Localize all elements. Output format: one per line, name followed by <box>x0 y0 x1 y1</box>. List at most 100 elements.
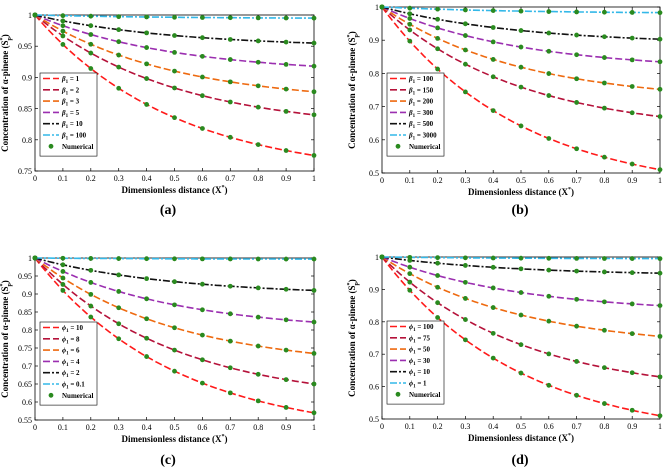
x-tick-label: 0.6 <box>197 174 207 183</box>
panel-label: (c) <box>160 453 176 468</box>
numerical-point <box>407 16 413 21</box>
y-axis-label: Concentration of α-pinene (S*p) <box>347 31 360 149</box>
numerical-point <box>629 57 635 63</box>
numerical-point <box>602 55 607 60</box>
numerical-point <box>379 4 385 10</box>
numerical-point <box>657 167 663 173</box>
numerical-point <box>116 305 122 311</box>
x-tick-label: 0.2 <box>86 423 96 432</box>
y-tick-label: 0.9 <box>22 73 32 82</box>
y-tick-label: 0.5 <box>369 415 379 424</box>
numerical-point <box>518 255 524 261</box>
y-tick-label: 0.8 <box>369 69 379 78</box>
numerical-point <box>602 256 607 261</box>
numerical-point <box>518 342 524 348</box>
numerical-point <box>407 279 413 285</box>
numerical-point <box>283 377 289 383</box>
legend-entry-6: ϕ1 = 6 <box>62 347 80 357</box>
numerical-point <box>144 296 150 302</box>
numerical-point <box>407 38 413 44</box>
numerical-point <box>546 318 552 324</box>
panel-label: (a) <box>160 203 177 218</box>
y-axis-label: Concentration of α-pinene (S*p) <box>347 279 360 397</box>
numerical-point <box>88 66 94 71</box>
numerical-point <box>435 260 440 266</box>
numerical-point <box>200 53 205 59</box>
series-line-4 <box>34 257 315 323</box>
numerical-point <box>490 25 496 30</box>
x-tick-label: 0.6 <box>544 176 554 185</box>
x-tick-label: 0.9 <box>627 422 637 431</box>
numerical-point <box>227 79 233 85</box>
numerical-point <box>407 254 413 260</box>
numerical-point <box>283 317 289 323</box>
y-tick-label: 1 <box>375 253 379 262</box>
numerical-point <box>407 287 413 293</box>
y-axis-label: Concentration of α-pinene (S*p) <box>0 280 13 398</box>
numerical-point <box>144 335 150 341</box>
numerical-point <box>116 39 122 45</box>
y-tick-label: 0.6 <box>22 398 32 407</box>
series-line-30 <box>381 256 661 307</box>
numerical-point <box>144 61 150 67</box>
numerical-point <box>255 38 261 44</box>
y-tick-label: 0.55 <box>18 416 32 425</box>
numerical-point <box>546 267 552 273</box>
numerical-point <box>574 146 579 152</box>
x-tick-label: 0 <box>380 176 384 185</box>
numerical-point <box>518 84 524 90</box>
numerical-point <box>200 256 205 262</box>
numerical-point <box>629 35 635 41</box>
numerical-point <box>116 64 122 70</box>
numerical-point <box>546 93 552 98</box>
numerical-point <box>657 256 663 262</box>
legend-entry-4: ϕ1 = 4 <box>62 358 80 368</box>
numerical-point <box>629 301 635 307</box>
numerical-point <box>255 15 261 21</box>
numerical-point <box>88 41 94 47</box>
numerical-point <box>629 407 635 413</box>
numerical-point <box>172 115 177 121</box>
numerical-point <box>602 154 607 160</box>
numerical-point <box>116 289 122 294</box>
legend-entry-100: β1 = 100 <box>61 132 87 142</box>
numerical-point <box>657 86 663 92</box>
numerical-point <box>629 331 635 337</box>
legend-numerical-marker <box>48 143 54 149</box>
x-tick-label: 0 <box>380 422 384 431</box>
numerical-point <box>657 303 663 308</box>
numerical-point <box>144 316 150 322</box>
numerical-point <box>463 61 468 67</box>
numerical-point <box>518 266 524 272</box>
x-tick-label: 0.1 <box>405 422 415 431</box>
numerical-point <box>435 255 440 261</box>
numerical-point <box>657 59 663 65</box>
legend-entry-1: ϕ1 = 1 <box>409 380 427 390</box>
numerical-point <box>518 28 524 33</box>
numerical-point <box>407 264 413 270</box>
numerical-point <box>88 256 94 261</box>
numerical-point <box>546 136 552 141</box>
x-tick-label: 0.5 <box>516 422 526 431</box>
numerical-point <box>490 39 496 45</box>
numerical-point <box>144 354 150 359</box>
numerical-point <box>200 380 205 386</box>
x-tick-label: 0.7 <box>572 176 582 185</box>
numerical-point <box>463 337 468 343</box>
y-tick-label: 0.5 <box>369 169 379 178</box>
chart-panel-c: 0 0.1 0.2 0.3 0.4 0.5 0.6 0.7 0.8 0.9 1 0.55 0.6 0.65… <box>0 254 317 468</box>
numerical-point <box>657 114 663 119</box>
y-tick-label: 0.6 <box>369 136 379 145</box>
numerical-point <box>546 71 552 76</box>
legend-numerical-marker <box>395 143 401 149</box>
chart-panel-a: 0 0.1 0.2 0.3 0.4 0.5 0.6 0.7 0.8 0.9 1 0.75 0.8 0.85… <box>0 11 317 218</box>
x-tick-label: 0.4 <box>142 174 152 183</box>
numerical-point <box>435 16 440 22</box>
numerical-point <box>657 333 663 339</box>
numerical-point <box>144 14 150 20</box>
numerical-point <box>144 102 150 107</box>
x-tick-label: 0.3 <box>460 422 470 431</box>
numerical-point <box>144 276 150 282</box>
legend-entry-10: ϕ1 = 10 <box>409 368 431 378</box>
numerical-point <box>88 13 94 19</box>
